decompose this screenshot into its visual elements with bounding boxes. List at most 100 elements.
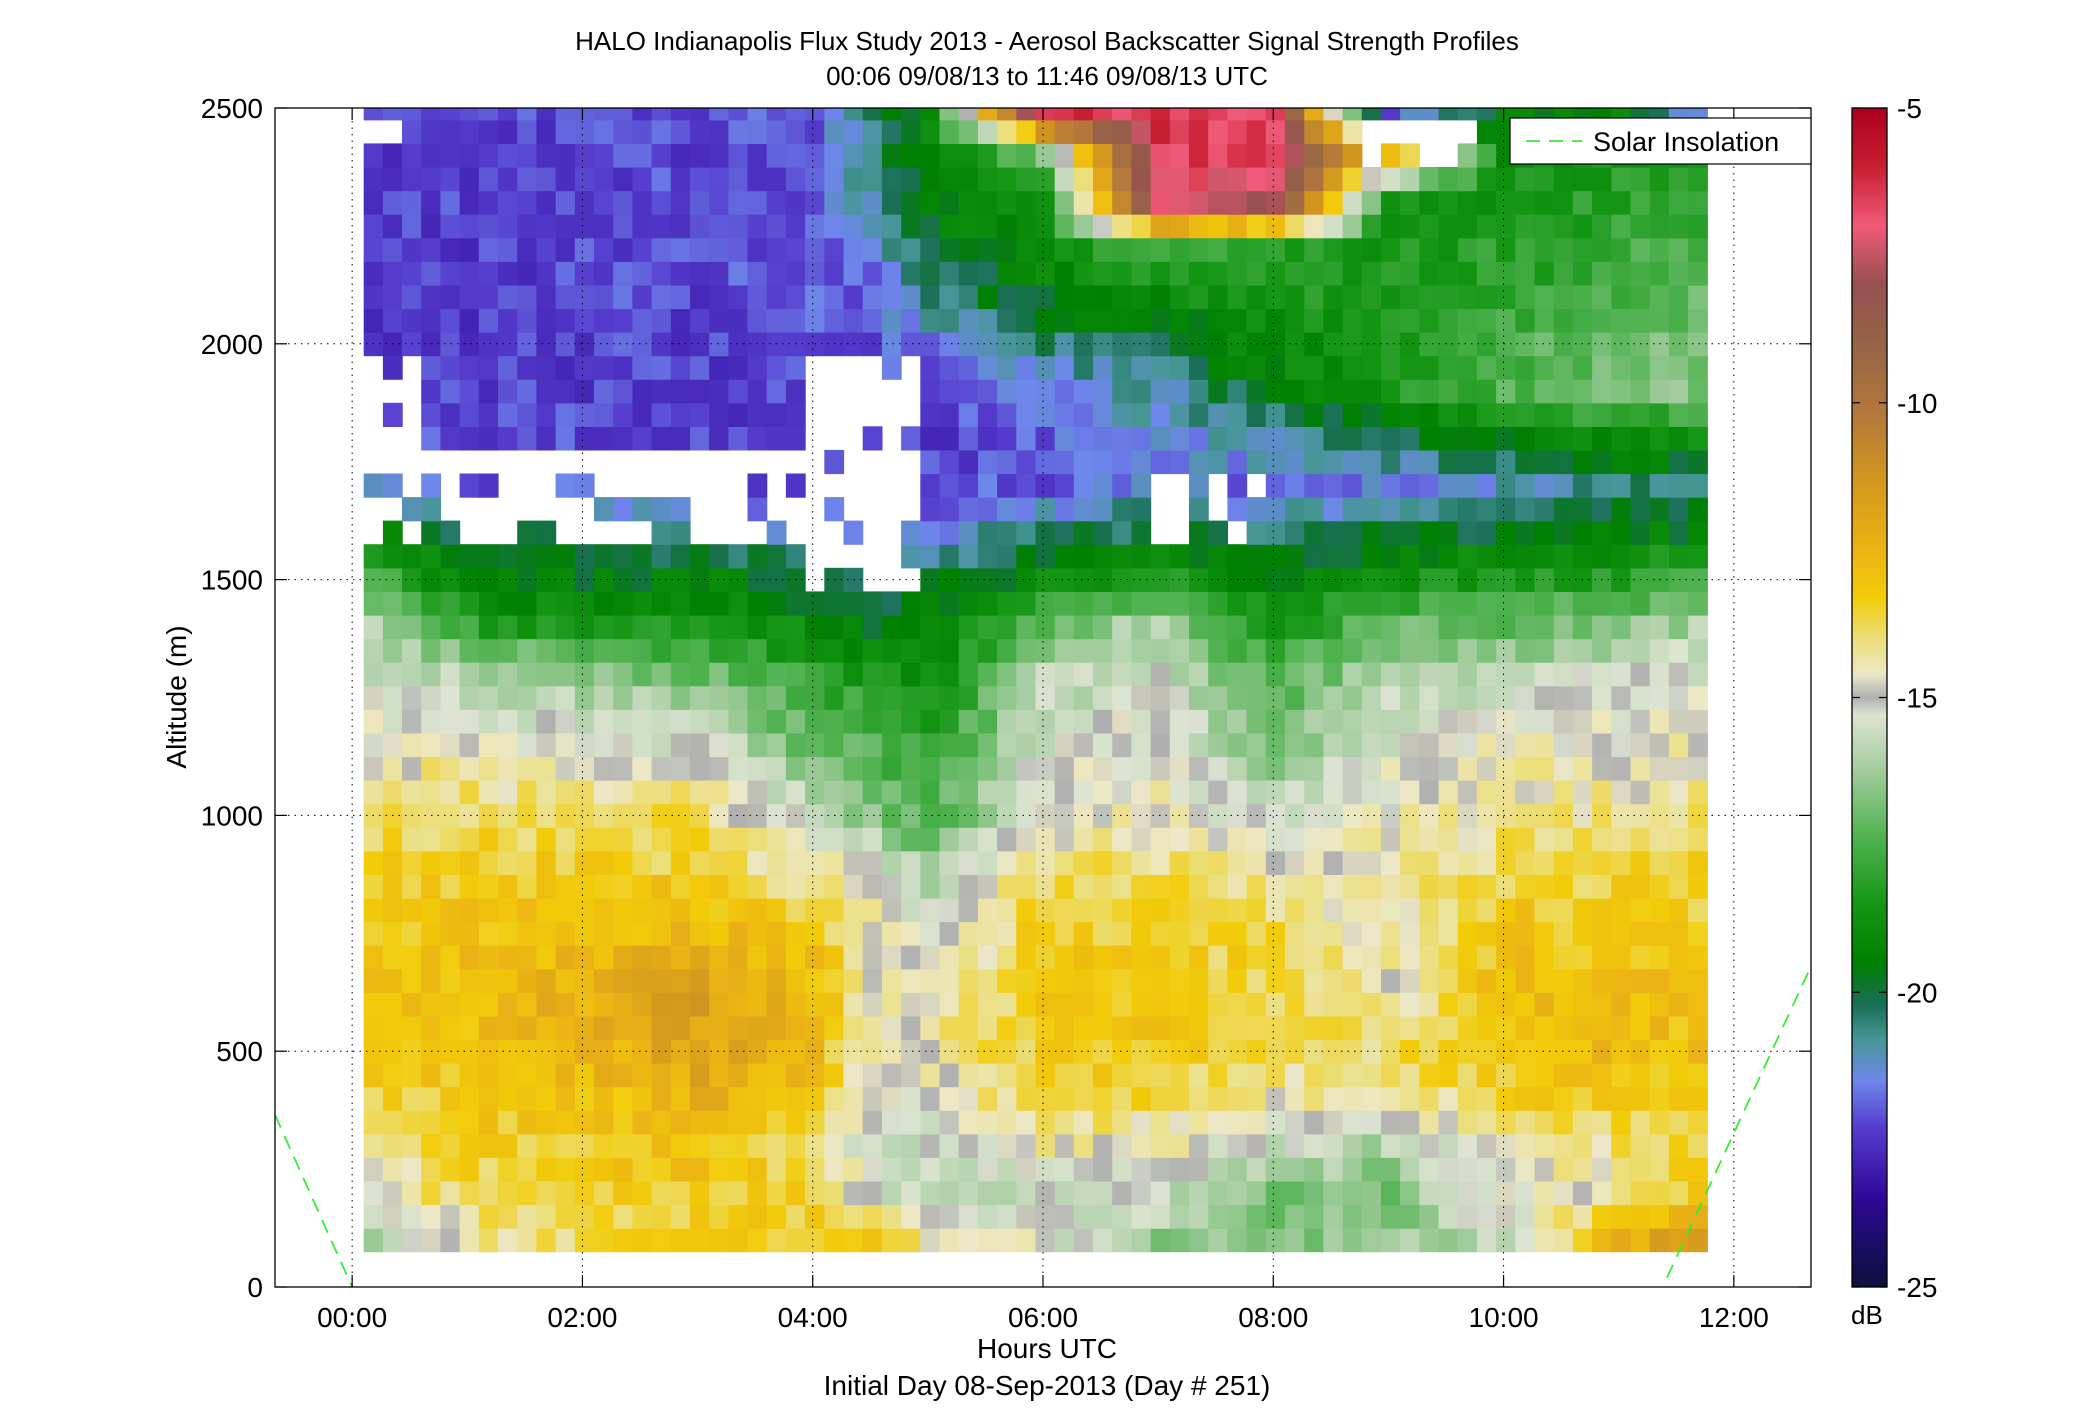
heatmap-cell — [766, 190, 787, 215]
heatmap-cell — [1400, 780, 1420, 805]
heatmap-cell — [1419, 685, 1440, 710]
heatmap-cell — [1016, 968, 1037, 993]
heatmap-cell — [382, 520, 403, 545]
heatmap-cell — [1668, 1157, 1689, 1182]
heatmap-cell — [1611, 638, 1632, 663]
heatmap-cell — [1668, 237, 1689, 262]
heatmap-cell — [1265, 921, 1286, 946]
heatmap-cell — [459, 1133, 480, 1158]
heatmap-cell — [613, 1086, 633, 1111]
heatmap-cell — [517, 237, 537, 262]
heatmap-cell — [1304, 332, 1324, 357]
heatmap-cell — [747, 1157, 768, 1182]
heatmap-cell — [1246, 1086, 1267, 1111]
heatmap-cell — [1534, 591, 1555, 616]
heatmap-cell — [709, 167, 729, 192]
heatmap-cell — [1016, 190, 1037, 215]
heatmap-cell — [1572, 308, 1593, 333]
heatmap-cell — [766, 520, 787, 545]
heatmap-cell — [824, 945, 845, 970]
heatmap-cell — [1016, 638, 1037, 663]
heatmap-cell — [1285, 426, 1305, 451]
heatmap-cell — [1400, 874, 1420, 899]
heatmap-cell — [1438, 1180, 1459, 1206]
heatmap-cell — [1054, 685, 1075, 710]
heatmap-cell — [824, 1063, 845, 1088]
heatmap-cell — [1476, 756, 1497, 781]
heatmap-cell — [1323, 332, 1344, 357]
heatmap-cell — [977, 732, 998, 758]
heatmap-cell — [862, 732, 883, 758]
heatmap-cell — [1112, 1204, 1132, 1229]
heatmap-cell — [613, 143, 633, 168]
heatmap-cell — [382, 308, 403, 333]
heatmap-cell — [1169, 874, 1190, 899]
heatmap-cell — [1592, 615, 1612, 640]
heatmap-cell — [1150, 968, 1171, 993]
heatmap-cell — [901, 662, 921, 687]
heatmap-cell — [1073, 874, 1094, 899]
heatmap-cell — [901, 520, 921, 545]
heatmap-cell — [1668, 332, 1689, 357]
heatmap-cell — [1361, 426, 1382, 451]
heatmap-cell — [632, 638, 653, 663]
heatmap-cell — [1496, 284, 1516, 310]
heatmap-cell — [1688, 685, 1708, 710]
heatmap-cell — [1093, 591, 1113, 616]
heatmap-cell — [1093, 261, 1113, 286]
heatmap-cell — [728, 308, 749, 333]
heatmap-cell — [728, 544, 749, 569]
heatmap-cell — [766, 662, 787, 687]
heatmap-cell — [920, 119, 941, 144]
heatmap-cell — [1016, 897, 1037, 923]
heatmap-cell — [747, 591, 768, 616]
heatmap-cell — [1515, 402, 1536, 427]
heatmap-cell — [1496, 308, 1516, 333]
heatmap-cell — [920, 402, 941, 427]
heatmap-cell — [651, 190, 672, 215]
heatmap-cell — [690, 1110, 710, 1135]
heatmap-cell — [1131, 1228, 1152, 1253]
heatmap-cell — [1246, 308, 1267, 333]
heatmap-cell — [517, 108, 537, 121]
heatmap-cell — [1227, 827, 1248, 852]
heatmap-cell — [1227, 1086, 1248, 1111]
heatmap-cell — [728, 1063, 749, 1088]
heatmap-cell — [613, 214, 633, 239]
heatmap-cell — [920, 1228, 941, 1253]
heatmap-cell — [958, 567, 979, 592]
heatmap-cell — [997, 1086, 1017, 1111]
heatmap-cell — [881, 685, 902, 710]
heatmap-cell — [382, 662, 403, 687]
heatmap-cell — [1457, 1204, 1478, 1229]
heatmap-cell — [1189, 520, 1209, 545]
heatmap-cell — [1668, 992, 1689, 1017]
heatmap-cell — [1476, 945, 1497, 970]
heatmap-cell — [977, 850, 998, 875]
heatmap-cell — [594, 332, 614, 357]
heatmap-cell — [939, 1180, 960, 1206]
heatmap-cell — [670, 780, 691, 805]
heatmap-cell — [1534, 968, 1555, 993]
heatmap-cell — [1457, 1228, 1478, 1253]
heatmap-cell — [1227, 992, 1248, 1017]
heatmap-cell — [1073, 332, 1094, 357]
heatmap-cell — [632, 379, 653, 404]
heatmap-cell — [478, 544, 499, 569]
heatmap-cell — [1630, 615, 1651, 640]
heatmap-cell — [1381, 379, 1401, 404]
heatmap-cell — [1342, 992, 1363, 1017]
heatmap-cell — [382, 1110, 403, 1135]
heatmap-cell — [1534, 1204, 1555, 1229]
heatmap-cell — [1553, 945, 1574, 970]
heatmap-cell — [1150, 544, 1171, 569]
heatmap-cell — [1592, 732, 1612, 758]
heatmap-cell — [1304, 379, 1324, 404]
heatmap-cell — [1592, 1204, 1612, 1229]
heatmap-cell — [651, 591, 672, 616]
heatmap-cell — [920, 449, 941, 475]
heatmap-cell — [363, 897, 384, 923]
heatmap-cell — [1073, 780, 1094, 805]
heatmap-cell — [594, 1133, 614, 1158]
heatmap-cell — [939, 261, 960, 286]
